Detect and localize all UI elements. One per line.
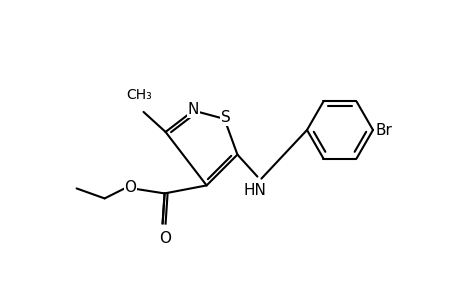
- Text: Br: Br: [375, 122, 392, 137]
- Text: O: O: [124, 180, 136, 195]
- Text: HN: HN: [243, 183, 266, 198]
- Text: O: O: [159, 231, 171, 246]
- Text: N: N: [187, 102, 199, 117]
- Text: S: S: [220, 110, 230, 125]
- Text: CH₃: CH₃: [126, 88, 152, 102]
